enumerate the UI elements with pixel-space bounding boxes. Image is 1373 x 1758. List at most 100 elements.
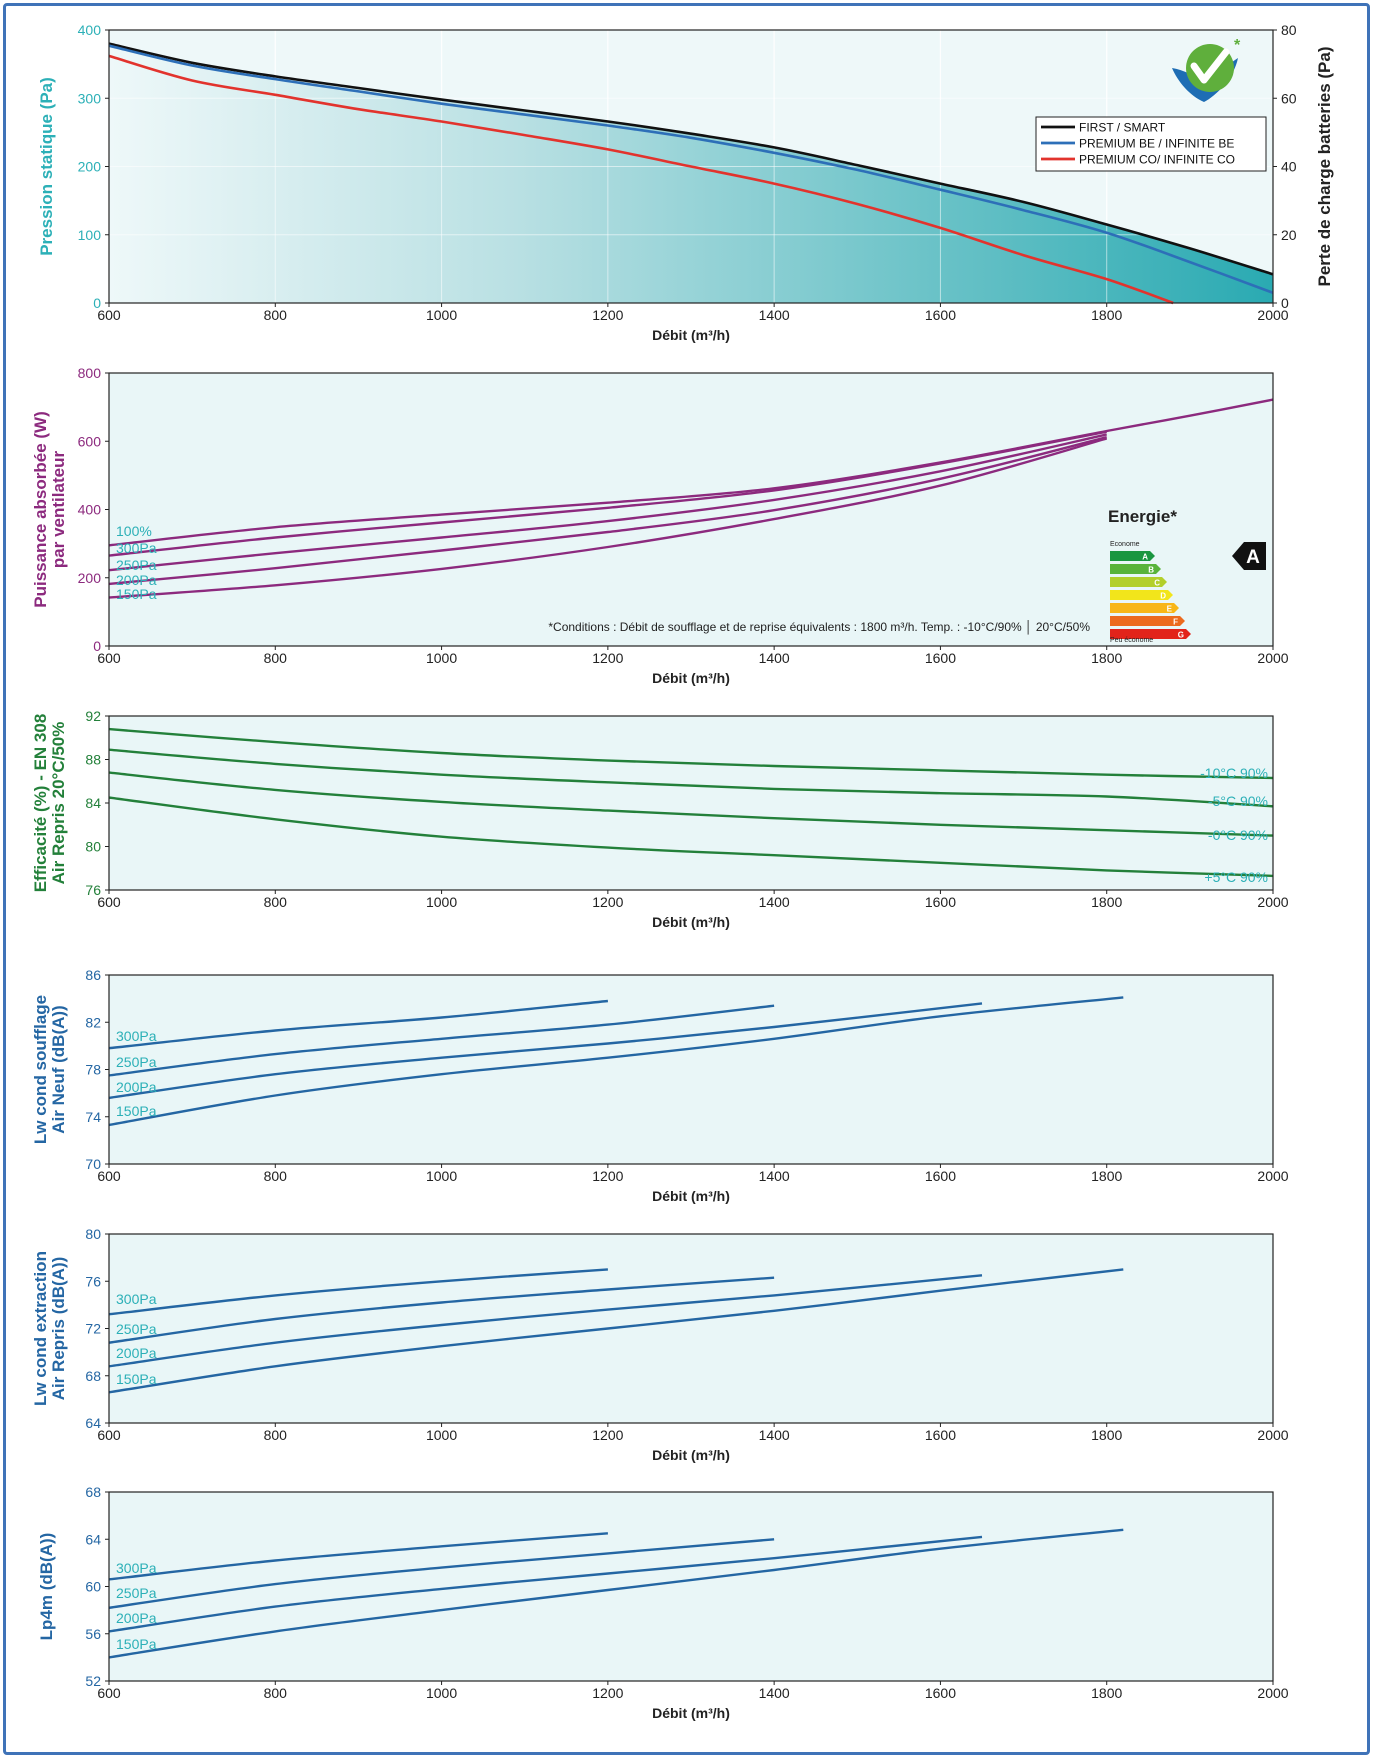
- x-tick-label: 1200: [592, 1427, 623, 1443]
- energy-footnote: *Conditions : Débit de soufflage et de r…: [548, 620, 1090, 635]
- y-tick-label: 64: [85, 1531, 101, 1547]
- x-tick-label: 2000: [1257, 1685, 1288, 1701]
- power-chart: 600 800 1000 1200 1400 1600 1800 2000 0 200 400 600…: [31, 365, 1289, 686]
- y-tick-label: 68: [85, 1368, 101, 1384]
- series-line-1: [108, 1004, 775, 1077]
- x-tick-label: 800: [264, 894, 288, 910]
- curve-label: 250Pa: [116, 557, 157, 573]
- y-tick-label: 200: [78, 159, 102, 175]
- x-tick-label: 2000: [1257, 1427, 1288, 1443]
- x-tick-label: 1800: [1091, 1685, 1122, 1701]
- x-tick-label: 1000: [426, 1168, 457, 1184]
- curve-label: 300Pa: [116, 1560, 157, 1576]
- legend: FIRST / SMART PREMIUM BE / INFINITE BE PRE…: [1035, 116, 1267, 172]
- series-line-2: [108, 1535, 983, 1633]
- energy-class-bar: [1110, 551, 1155, 561]
- x-tick-label: 600: [97, 1427, 121, 1443]
- series-line-2: [108, 1274, 983, 1368]
- x-tick-label: 1200: [592, 1685, 623, 1701]
- y-tick-label: 60: [85, 1579, 101, 1595]
- y-tick-label: 70: [85, 1156, 101, 1172]
- curve-label: 300Pa: [116, 1291, 157, 1307]
- series-line-4: [108, 437, 1108, 599]
- x-axis-label: Débit (m³/h): [652, 1705, 730, 1721]
- curve-label: 300Pa: [116, 540, 157, 556]
- y2-tick-label: 60: [1281, 90, 1297, 106]
- curve-label: 200Pa: [116, 1610, 157, 1626]
- energy-class-bar: [1110, 629, 1191, 639]
- x-tick-label: 1600: [925, 307, 956, 323]
- energy-class-letter: C: [1154, 579, 1160, 588]
- x-tick-label: 1600: [925, 1427, 956, 1443]
- series-line-1: [108, 430, 1107, 557]
- y-axis-label: Lw cond soufflage: [31, 995, 50, 1144]
- x-tick-label: 600: [97, 650, 121, 666]
- y-tick-label: 0: [93, 295, 101, 311]
- energy-class-bar: [1110, 590, 1173, 600]
- y-tick-label: 88: [85, 752, 101, 768]
- x-tick-label: 1400: [759, 307, 790, 323]
- series-line-0: [108, 1532, 608, 1581]
- y-tick-label: 68: [85, 1484, 101, 1500]
- y-tick-label: 74: [85, 1109, 101, 1125]
- x-tick-label: 1800: [1091, 650, 1122, 666]
- x-tick-label: 800: [264, 1168, 288, 1184]
- y2-tick-label: 0: [1281, 295, 1289, 311]
- logo-check: [1190, 48, 1230, 84]
- curve-label: 150Pa: [116, 1371, 157, 1387]
- x-tick-label: 800: [264, 650, 288, 666]
- x-tick-label: 600: [97, 307, 121, 323]
- energy-class-letter: E: [1167, 605, 1173, 614]
- plot-area: [109, 373, 1273, 646]
- x-tick-label: 1400: [759, 1168, 790, 1184]
- energy-top-text: Econome: [1110, 541, 1140, 548]
- y-tick-label: 64: [85, 1415, 101, 1431]
- y-tick-label: 92: [85, 708, 101, 724]
- energy-rating-letter: A: [1246, 547, 1260, 568]
- x-tick-label: 800: [264, 307, 288, 323]
- plot-area: [109, 1234, 1273, 1423]
- x-tick-label: 1800: [1091, 894, 1122, 910]
- area-fill: [109, 43, 1273, 303]
- curve-label: 300Pa: [116, 1028, 157, 1044]
- y-tick-label: 84: [85, 795, 101, 811]
- y-tick-label: 400: [78, 502, 102, 518]
- y-tick-label: 76: [85, 882, 101, 898]
- efficiency-chart: 600 800 1000 1200 1400 1600 1800 2000 76 80 84 88 92…: [31, 708, 1289, 930]
- y2-tick-label: 40: [1281, 159, 1297, 175]
- curve-label: 250Pa: [116, 1321, 157, 1337]
- x-tick-label: 600: [97, 894, 121, 910]
- x-tick-label: 800: [264, 1427, 288, 1443]
- y-tick-label: 300: [78, 90, 102, 106]
- x-axis-label: Débit (m³/h): [652, 670, 730, 686]
- y-tick-label: 200: [78, 570, 102, 586]
- y-axis-label: Air Neuf (dB(A)): [49, 1005, 68, 1133]
- series-line-2: [108, 1002, 983, 1100]
- y-axis-label: Air Repris (dB(A)): [49, 1257, 68, 1401]
- plot-area: [109, 1492, 1273, 1681]
- series-line-1: [108, 1538, 775, 1609]
- y-tick-label: 80: [85, 839, 101, 855]
- y2-tick-label: 80: [1281, 22, 1297, 38]
- x-tick-label: 1600: [925, 894, 956, 910]
- energy-class-letter: F: [1173, 618, 1178, 627]
- y-tick-label: 72: [85, 1321, 101, 1337]
- energy-class-letter: B: [1148, 566, 1154, 575]
- x-tick-label: 1400: [759, 1427, 790, 1443]
- x-tick-label: 1000: [426, 650, 457, 666]
- series-line-3: [108, 796, 1274, 878]
- series-line-0: [108, 727, 1274, 780]
- y-axis-label: Puissance absorbée (W): [31, 411, 50, 608]
- logo-star: *: [1234, 37, 1241, 54]
- series-line-3: [108, 1528, 1124, 1659]
- legend-label: FIRST / SMART: [1079, 121, 1166, 135]
- lp4m-chart: 600 800 1000 1200 1400 1600 1800 2000 52 56 60 64 68…: [37, 1484, 1289, 1721]
- x-tick-label: 1400: [759, 1685, 790, 1701]
- x-tick-label: 2000: [1257, 894, 1288, 910]
- series-line-0: [108, 1268, 608, 1316]
- y-tick-label: 82: [85, 1014, 101, 1030]
- x-tick-label: 1400: [759, 894, 790, 910]
- curve-label: +5°C 90%: [1204, 869, 1268, 885]
- curve-label: 150Pa: [116, 1636, 157, 1652]
- y-tick-label: 400: [78, 22, 102, 38]
